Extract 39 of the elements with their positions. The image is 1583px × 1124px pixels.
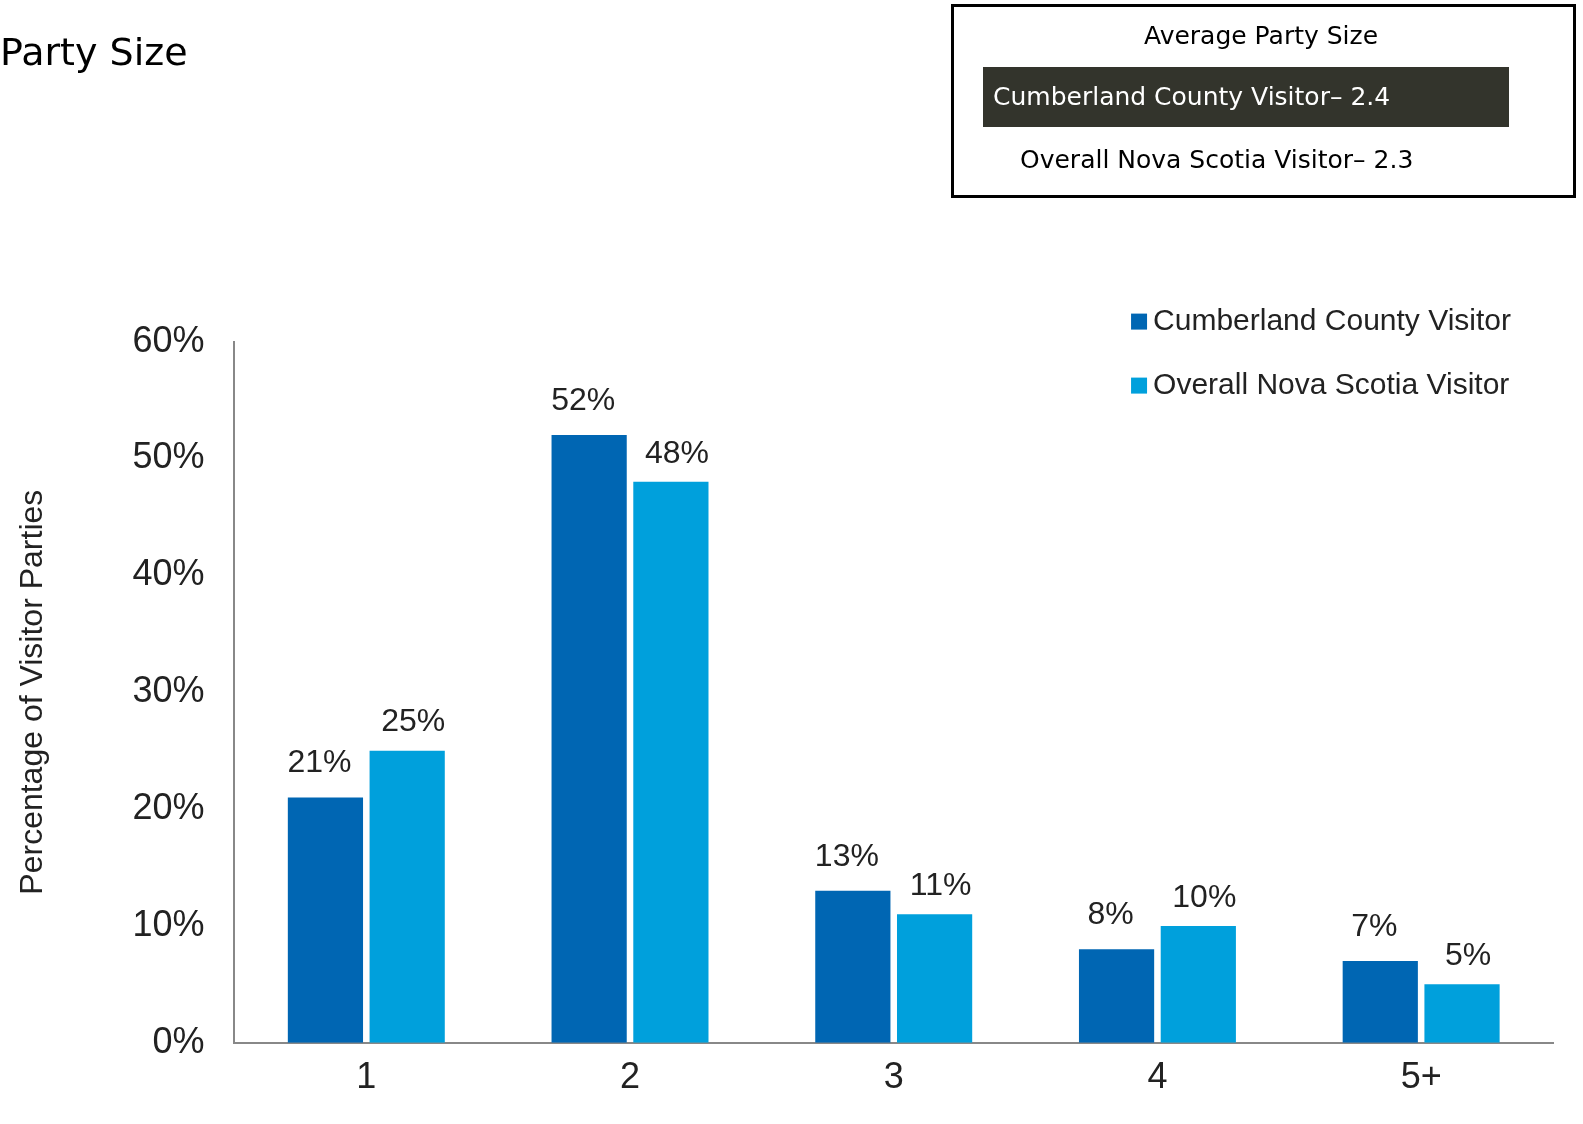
bar	[1342, 960, 1418, 1043]
data-label: 5%	[1444, 936, 1492, 973]
y-tick-label: 0%	[152, 1019, 205, 1061]
x-tick-label: 2	[620, 1055, 641, 1097]
x-tick-label: 5+	[1400, 1055, 1442, 1097]
y-tick-label: 20%	[132, 785, 205, 827]
legend-label: Overall Nova Scotia Visitor	[1153, 366, 1510, 400]
data-label: 25%	[381, 702, 446, 739]
legend-label: Cumberland County Visitor	[1153, 302, 1512, 336]
bar	[897, 914, 973, 1043]
bar	[1424, 984, 1500, 1043]
y-axis-title: Percentage of Visitor Parties	[13, 489, 50, 895]
bar	[1160, 925, 1236, 1043]
bar	[1078, 949, 1155, 1043]
data-label: 7%	[1351, 906, 1398, 943]
data-label: 52%	[551, 380, 616, 417]
data-label: 11%	[909, 866, 972, 903]
data-label: 21%	[287, 743, 352, 780]
y-tick-label: 60%	[132, 318, 205, 360]
data-label: 10%	[1172, 877, 1237, 914]
data-label: 8%	[1087, 895, 1134, 932]
bar	[551, 435, 627, 1043]
bar	[287, 797, 364, 1043]
text: Average Party Size	[1144, 21, 1379, 50]
text: Overall Nova Scotia Visitor– 2.3	[1020, 145, 1414, 174]
y-tick-label: 10%	[132, 902, 205, 944]
y-tick-label: 40%	[132, 552, 205, 594]
data-label: 48%	[644, 433, 709, 470]
data-label: 13%	[814, 836, 879, 873]
bar	[815, 890, 891, 1043]
chart-title: Party Size	[0, 30, 188, 74]
bar	[633, 481, 709, 1043]
text: Cumberland County Visitor– 2.4	[983, 67, 1509, 127]
x-tick-label: 3	[883, 1055, 904, 1097]
y-tick-label: 30%	[132, 669, 205, 711]
x-tick-label: 4	[1147, 1055, 1168, 1097]
bar	[369, 750, 445, 1043]
x-tick-label: 1	[356, 1055, 377, 1097]
y-tick-label: 50%	[132, 435, 205, 477]
